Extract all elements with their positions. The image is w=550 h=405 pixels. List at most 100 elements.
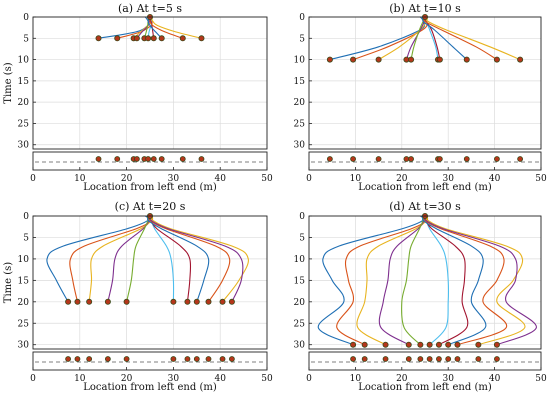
x-tick-label: 0 xyxy=(306,374,312,384)
trajectory-line xyxy=(149,16,202,39)
y-tick-label: 15 xyxy=(18,77,30,87)
x-tick-label: 30 xyxy=(442,174,454,184)
position-marker xyxy=(65,298,72,305)
position-marker xyxy=(150,35,157,42)
x-tick-label: 40 xyxy=(214,374,226,384)
y-axis-label: Time (s) xyxy=(3,262,14,303)
position-marker xyxy=(228,298,235,305)
position-marker xyxy=(350,56,357,63)
position-marker xyxy=(463,56,470,63)
road-marker xyxy=(454,356,461,362)
x-tick-label: 30 xyxy=(168,374,180,384)
panel-title: (b) At t=10 s xyxy=(389,2,461,15)
road-marker xyxy=(150,156,157,162)
x-tick-label: 10 xyxy=(74,174,86,184)
road-marker xyxy=(104,356,111,362)
panel-title: (d) At t=30 s xyxy=(389,200,461,213)
road-marker xyxy=(145,156,152,162)
trajectory-line xyxy=(98,16,150,39)
panel-d: (d) At t=30 s 0 5 10 15 20 25 30 0 10 20 30 40 50 Loca… xyxy=(294,200,547,393)
y-tick-label: 15 xyxy=(294,77,306,87)
position-marker xyxy=(454,341,461,348)
position-marker xyxy=(361,341,368,348)
y-tick-label: 25 xyxy=(18,319,30,329)
trajectory-line xyxy=(149,215,249,303)
position-marker xyxy=(133,35,140,42)
y-tick-label: 10 xyxy=(18,56,30,66)
y-tick-label: 0 xyxy=(299,13,305,23)
x-axis-label: Location from left end (m) xyxy=(83,382,217,393)
y-tick-label: 25 xyxy=(294,319,306,329)
road-marker xyxy=(350,156,356,162)
position-marker xyxy=(198,35,205,42)
road-strip-frame xyxy=(308,151,542,171)
road-marker xyxy=(219,356,226,362)
panel-c: (c) At t=20 s 0 5 10 15 20 25 30 Time (s) 0 10 20 30… xyxy=(3,200,273,393)
road-strip-frame xyxy=(308,351,542,371)
position-marker xyxy=(445,341,452,348)
road-marker xyxy=(436,356,442,362)
x-tick-label: 40 xyxy=(214,174,226,184)
road-strip-frame xyxy=(32,351,268,371)
position-marker xyxy=(435,341,442,348)
position-marker xyxy=(158,35,165,42)
plot-frame xyxy=(308,215,542,350)
road-marker xyxy=(158,156,165,162)
x-tick-label: 20 xyxy=(396,174,408,184)
position-marker xyxy=(405,341,412,348)
road-marker xyxy=(65,356,71,362)
x-tick-label: 20 xyxy=(121,174,133,184)
position-marker xyxy=(493,56,500,63)
position-marker xyxy=(86,298,93,305)
road-marker xyxy=(417,356,424,362)
trajectory-line xyxy=(107,215,150,302)
road-marker xyxy=(179,156,186,162)
plot-frame xyxy=(32,215,268,350)
y-tick-label: 15 xyxy=(294,276,306,286)
road-marker xyxy=(114,156,121,162)
position-marker xyxy=(219,298,226,305)
y-tick-label: 5 xyxy=(299,233,305,243)
position-marker xyxy=(170,298,177,305)
position-marker xyxy=(375,56,382,63)
trajectory-line xyxy=(422,215,487,346)
y-tick-label: 30 xyxy=(294,141,306,151)
position-marker xyxy=(95,35,102,42)
trajectory-line xyxy=(149,16,183,39)
road-marker xyxy=(475,356,482,362)
road-marker xyxy=(426,356,433,362)
y-tick-label: 25 xyxy=(18,119,30,129)
y-tick-label: 0 xyxy=(299,212,305,222)
x-tick-label: 10 xyxy=(74,374,86,384)
road-marker xyxy=(494,156,500,162)
trajectory-line xyxy=(148,215,244,303)
road-marker xyxy=(193,356,200,362)
road-strip-frame xyxy=(32,151,268,171)
road-marker xyxy=(375,156,382,162)
trajectory-line xyxy=(147,16,163,39)
road-marker xyxy=(205,356,212,362)
x-axis-label: Location from left end (m) xyxy=(358,182,492,193)
trajectory-line xyxy=(148,215,231,303)
trajectory-line xyxy=(422,16,468,60)
road-marker xyxy=(463,156,470,162)
y-tick-label: 10 xyxy=(294,56,306,66)
position-marker xyxy=(145,35,152,42)
road-marker xyxy=(361,356,368,362)
position-marker xyxy=(74,298,81,305)
plot-frame xyxy=(32,16,268,150)
road-marker xyxy=(350,356,356,362)
y-tick-label: 15 xyxy=(18,276,30,286)
x-tick-label: 30 xyxy=(168,174,180,184)
y-tick-label: 30 xyxy=(18,141,30,151)
x-tick-label: 50 xyxy=(261,174,273,184)
road-marker xyxy=(408,156,414,162)
x-tick-label: 50 xyxy=(535,374,547,384)
x-tick-label: 0 xyxy=(30,174,36,184)
position-marker xyxy=(123,298,130,305)
x-axis-label: Location from left end (m) xyxy=(83,182,217,193)
position-marker xyxy=(193,298,200,305)
road-marker xyxy=(382,356,389,362)
y-tick-label: 10 xyxy=(294,255,306,265)
y-tick-label: 5 xyxy=(299,34,305,44)
